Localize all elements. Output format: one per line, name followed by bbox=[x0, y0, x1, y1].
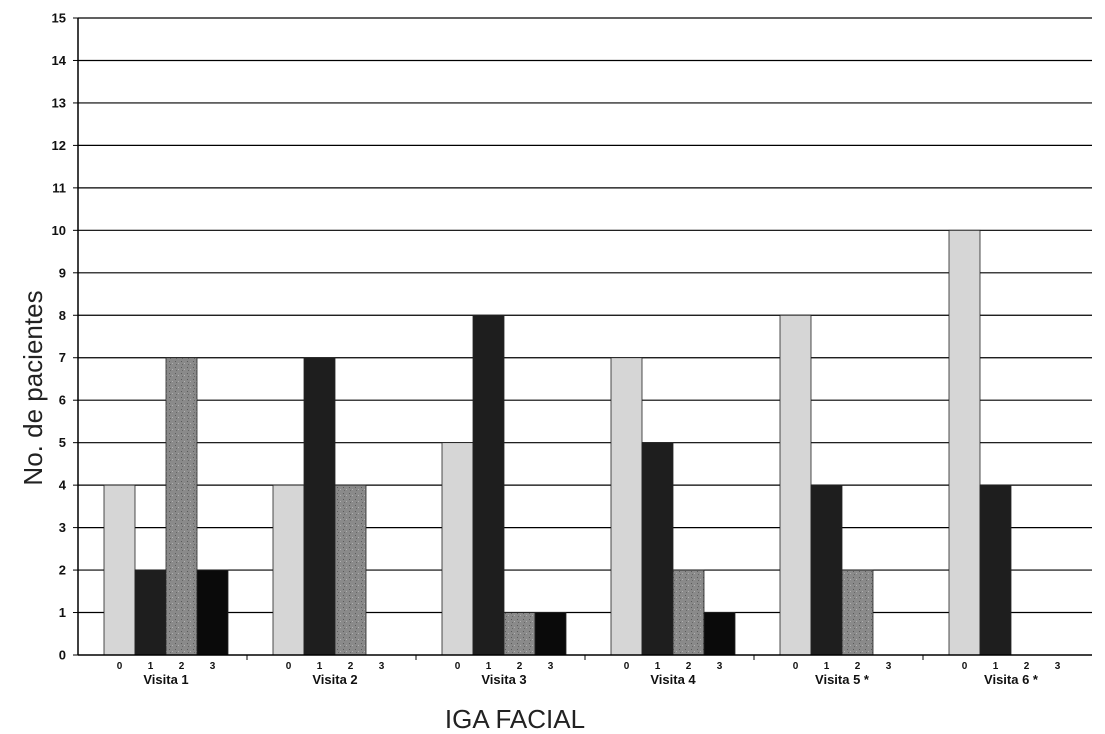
bars bbox=[103, 229, 1012, 656]
x-subcategory-label: 1 bbox=[655, 661, 661, 672]
bar bbox=[948, 229, 981, 656]
x-subcategory-label: 2 bbox=[179, 661, 185, 672]
bar bbox=[672, 569, 705, 656]
y-tick-label: 9 bbox=[59, 265, 66, 280]
y-tick-label: 14 bbox=[52, 53, 67, 68]
x-subcategory-label: 1 bbox=[317, 661, 323, 672]
x-subcategory-label: 2 bbox=[1024, 661, 1030, 672]
bar bbox=[134, 569, 167, 656]
x-subcategory-label: 3 bbox=[886, 661, 892, 672]
bar bbox=[810, 484, 843, 656]
bar bbox=[503, 612, 536, 656]
x-subcategory-label: 0 bbox=[455, 661, 461, 672]
bar bbox=[334, 484, 367, 656]
y-tick-label: 2 bbox=[59, 563, 66, 578]
y-axis-title: No. de pacientes bbox=[18, 290, 48, 485]
x-category-label: Visita 4 bbox=[650, 672, 696, 687]
y-tick-label: 0 bbox=[59, 648, 66, 663]
y-tick-label: 10 bbox=[52, 223, 66, 238]
x-subcategory-label: 1 bbox=[993, 661, 999, 672]
x-subcategory-label: 3 bbox=[548, 661, 554, 672]
x-subcategory-label: 3 bbox=[379, 661, 385, 672]
bar bbox=[103, 484, 136, 656]
y-tick-label: 12 bbox=[52, 138, 66, 153]
x-subcategory-label: 2 bbox=[855, 661, 861, 672]
bar bbox=[534, 612, 567, 656]
bar bbox=[703, 612, 736, 656]
bar bbox=[641, 442, 674, 656]
bar bbox=[196, 569, 229, 656]
y-tick-label: 3 bbox=[59, 520, 66, 535]
x-subcategory-label: 1 bbox=[148, 661, 154, 672]
bar bbox=[165, 357, 198, 656]
x-subcategory-label: 0 bbox=[286, 661, 292, 672]
x-subcategory-label: 2 bbox=[517, 661, 523, 672]
x-subcategory-label: 1 bbox=[486, 661, 492, 672]
x-category-label: Visita 2 bbox=[312, 672, 357, 687]
x-subcategory-label: 0 bbox=[793, 661, 799, 672]
bar bbox=[441, 442, 474, 656]
x-category-label: Visita 5 * bbox=[815, 672, 870, 687]
x-category-label: Visita 3 bbox=[481, 672, 526, 687]
bar bbox=[272, 484, 305, 656]
y-tick-label: 15 bbox=[52, 11, 66, 26]
y-tick-label: 5 bbox=[59, 435, 66, 450]
x-category-label: Visita 1 bbox=[143, 672, 188, 687]
y-tick-label: 1 bbox=[59, 605, 66, 620]
x-subcategory-label: 0 bbox=[624, 661, 630, 672]
bar bbox=[841, 569, 874, 656]
x-axis-ticks: 0 1 2 3 Visita 1 0 1 2 3 Visita 2 0 1 2 3 Visita 3 0 1 2 3… bbox=[117, 655, 1061, 687]
x-subcategory-label: 3 bbox=[717, 661, 723, 672]
x-category-label: Visita 6 * bbox=[984, 672, 1039, 687]
x-axis-title: IGA FACIAL bbox=[445, 704, 585, 734]
bar bbox=[303, 357, 336, 656]
y-tick-label: 11 bbox=[52, 180, 66, 195]
y-tick-label: 4 bbox=[59, 478, 67, 493]
bar bbox=[979, 484, 1012, 656]
x-subcategory-label: 0 bbox=[962, 661, 968, 672]
y-tick-label: 7 bbox=[59, 350, 66, 365]
y-tick-label: 13 bbox=[52, 95, 66, 110]
x-subcategory-label: 3 bbox=[210, 661, 216, 672]
x-subcategory-label: 3 bbox=[1055, 661, 1061, 672]
x-subcategory-label: 2 bbox=[348, 661, 354, 672]
gridlines bbox=[78, 17, 1092, 614]
y-tick-label: 6 bbox=[59, 393, 66, 408]
x-subcategory-label: 2 bbox=[686, 661, 692, 672]
bar bbox=[472, 314, 505, 656]
bar bbox=[610, 357, 643, 656]
bar bbox=[779, 314, 812, 656]
x-subcategory-label: 0 bbox=[117, 661, 123, 672]
y-tick-label: 8 bbox=[59, 308, 66, 323]
x-subcategory-label: 1 bbox=[824, 661, 830, 672]
